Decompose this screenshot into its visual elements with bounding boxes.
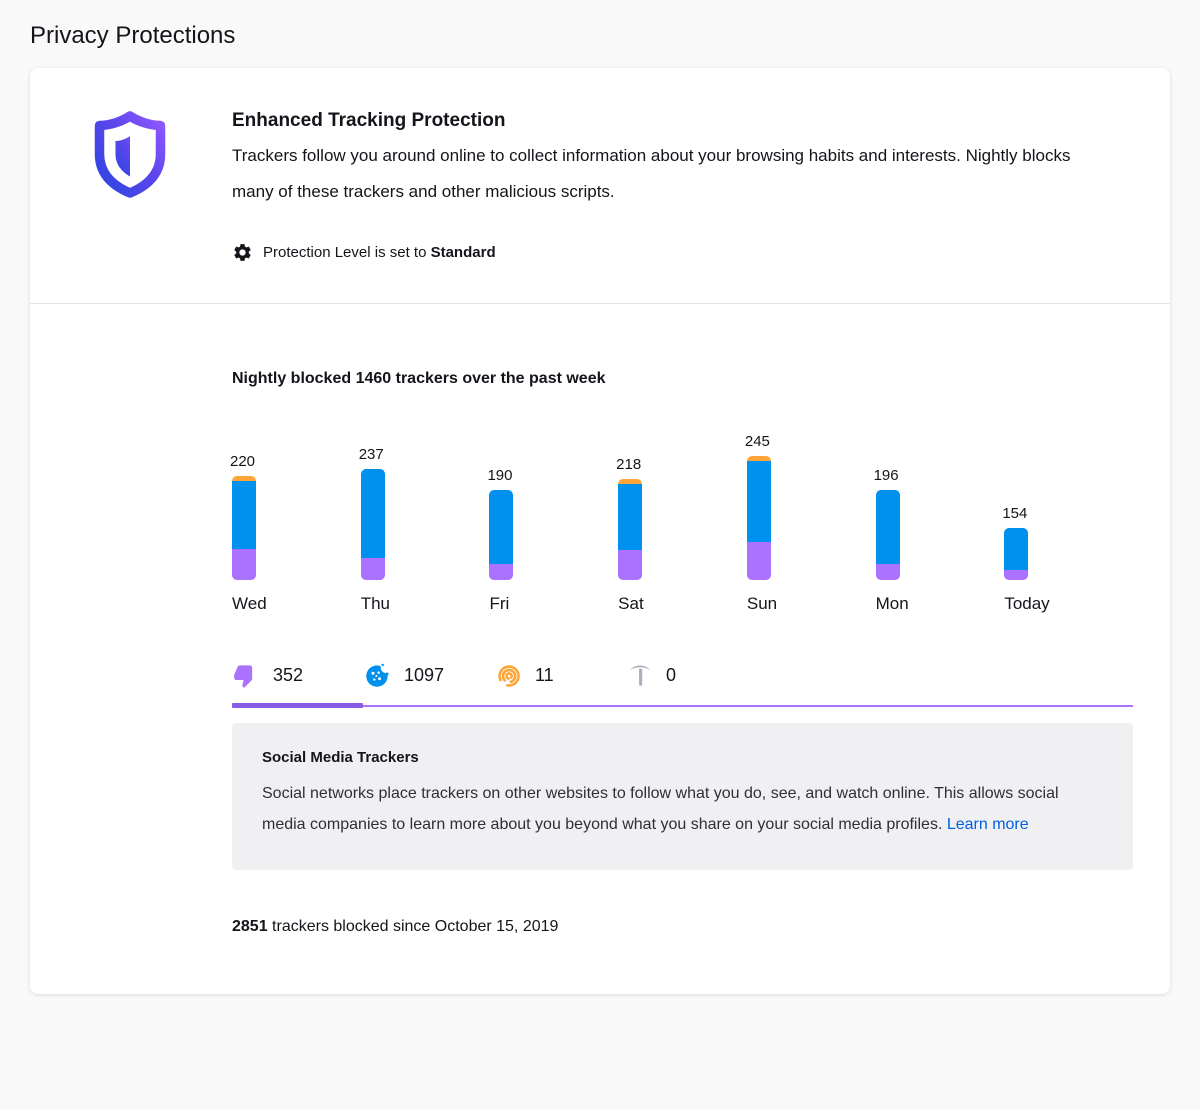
day-label: Fri [489, 594, 510, 613]
trackers-blocked-since: 2851 trackers blocked since October 15, … [232, 918, 559, 935]
chart-column: 220 Wed [230, 422, 361, 614]
etp-text-block: Enhanced Tracking Protection Trackers fo… [232, 108, 1133, 263]
info-box-body: Social networks place trackers on other … [262, 785, 1059, 833]
bar-value-label: 237 [358, 446, 384, 463]
bar-segment-cookie [232, 481, 256, 549]
bar-value-label: 220 [230, 453, 256, 470]
tracker-count-cryptominer: 0 [666, 665, 677, 685]
tracker-info-box: Social Media Trackers Social networks pl… [232, 723, 1133, 870]
day-label: Mon [875, 594, 909, 613]
bar-segment-cookie [489, 490, 514, 564]
bar-segment-social [1004, 570, 1029, 580]
tracker-count-cookie: 1097 [404, 665, 445, 685]
bar-segment-social [875, 564, 900, 580]
trackers-bar[interactable] [360, 469, 385, 580]
trackers-week-chart: 220 Wed 237 Thu 190 Fri 218 Sat 245 Sun 196 Mon 154 T… [230, 422, 1133, 614]
bar-segment-cookie [618, 484, 643, 550]
tracker-count-fingerprinter: 11 [535, 665, 554, 685]
graph-section: Nightly blocked 1460 trackers over the p… [30, 304, 1170, 994]
pickaxe-icon [626, 662, 653, 689]
tracker-tab-cookie[interactable]: 1097 [363, 662, 494, 705]
etp-shield-icon [90, 108, 170, 263]
bar-segment-fingerprinter [618, 479, 643, 484]
trackers-bar[interactable] [875, 490, 900, 580]
bar-segment-social [618, 550, 643, 580]
tracker-tab-cryptominer[interactable]: 0 [625, 662, 756, 705]
chart-column: 245 Sun [744, 422, 876, 614]
tracker-count-social: 352 [273, 665, 304, 685]
chart-column: 218 Sat [616, 422, 747, 614]
etp-header-section: Enhanced Tracking Protection Trackers fo… [30, 68, 1170, 303]
graph-title: Nightly blocked 1460 trackers over the p… [232, 370, 606, 387]
bar-segment-cookie [875, 490, 900, 564]
trackers-bar[interactable] [232, 476, 256, 580]
chart-column: 237 Thu [358, 422, 490, 614]
gear-icon [232, 242, 253, 263]
etp-heading: Enhanced Tracking Protection [232, 110, 506, 131]
day-label: Sat [618, 594, 644, 613]
trackers-bar[interactable] [489, 490, 514, 580]
bar-segment-fingerprinter [232, 476, 256, 481]
bar-value-label: 154 [1002, 505, 1028, 522]
day-label: Today [1004, 594, 1050, 613]
trackers-bar[interactable] [746, 456, 771, 580]
bar-segment-cookie [360, 469, 385, 558]
selected-tab-indicator [232, 703, 363, 708]
protection-level-text: Protection Level is set to Standard [263, 244, 496, 261]
trackers-bar[interactable] [618, 479, 643, 580]
etp-description: Trackers follow you around online to col… [232, 146, 1071, 201]
bar-value-label: 196 [873, 467, 899, 484]
bar-value-label: 245 [744, 433, 770, 450]
trackers-bar[interactable] [1004, 528, 1029, 580]
day-label: Sun [746, 594, 778, 613]
tracker-type-tabs: 352 1097 11 0 [232, 662, 1133, 708]
cookie-icon [364, 662, 391, 689]
chart-column: 154 Today [1002, 422, 1133, 614]
bar-segment-social [746, 542, 771, 580]
section-divider [30, 303, 1170, 304]
thumbs-down-icon [233, 662, 260, 689]
day-label: Thu [360, 594, 391, 613]
tracker-tab-social[interactable]: 352 [232, 662, 363, 708]
etp-card: Enhanced Tracking Protection Trackers fo… [30, 68, 1170, 994]
fingerprint-icon [495, 662, 522, 689]
info-box-heading: Social Media Trackers [262, 749, 419, 766]
chart-column: 196 Mon [873, 422, 1005, 614]
bar-segment-social [489, 564, 514, 580]
bar-segment-cookie [746, 461, 771, 542]
bar-value-label: 190 [487, 467, 513, 484]
learn-more-link[interactable]: Learn more [946, 816, 1029, 833]
day-label: Wed [232, 594, 267, 613]
protection-level-link[interactable]: Protection Level is set to Standard [232, 242, 496, 263]
bar-segment-cookie [1004, 528, 1029, 570]
bar-segment-social [360, 558, 385, 580]
tracker-tab-fingerprinter[interactable]: 11 [494, 662, 625, 705]
bar-segment-social [232, 549, 256, 580]
bar-value-label: 218 [616, 456, 642, 473]
bar-segment-fingerprinter [746, 456, 771, 461]
chart-column: 190 Fri [487, 422, 618, 614]
page-title: Privacy Protections [30, 22, 236, 49]
